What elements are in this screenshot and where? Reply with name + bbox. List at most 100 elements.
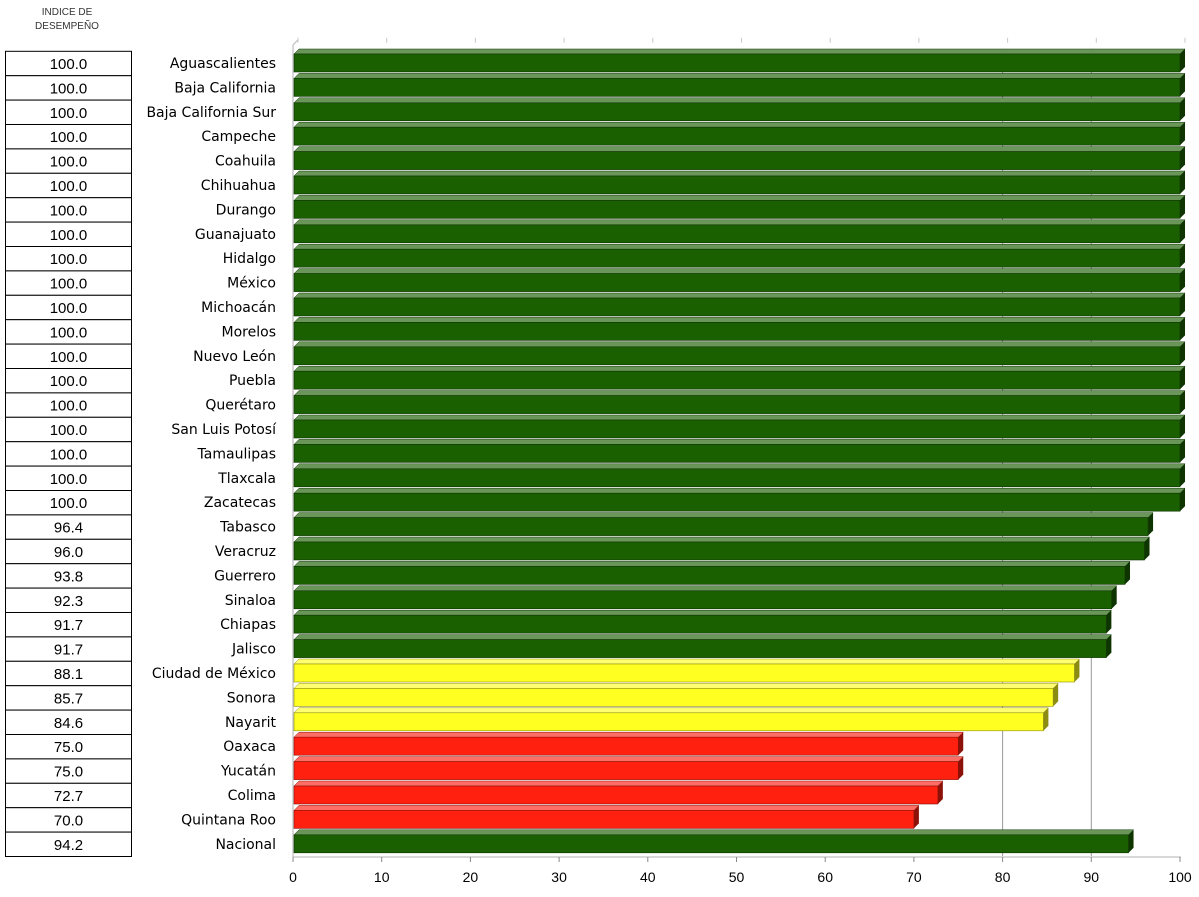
value-label-15: 100.0 xyxy=(50,422,88,439)
bar-front-23 xyxy=(293,614,1107,634)
category-label-18: Zacatecas xyxy=(204,495,276,511)
value-label-5: 100.0 xyxy=(50,178,88,195)
bar-front-16 xyxy=(293,444,1181,463)
value-box-11 xyxy=(5,319,132,345)
value-box-30 xyxy=(5,782,132,809)
bar-27 xyxy=(293,707,1050,732)
bar-top-0 xyxy=(293,48,1186,55)
bar-top-29 xyxy=(293,756,964,762)
bar-18 xyxy=(293,487,1186,512)
bar-front-8 xyxy=(293,248,1181,268)
bar-front-0 xyxy=(293,53,1181,73)
value-label-32: 94.2 xyxy=(54,837,83,854)
bar-top-4 xyxy=(293,146,1186,152)
value-box-12 xyxy=(5,343,132,370)
value-label-17: 100.0 xyxy=(50,471,88,488)
value-box-4 xyxy=(5,148,132,174)
value-label-0: 100.0 xyxy=(50,56,88,73)
bar-top-20 xyxy=(293,536,1151,543)
bar-side-3 xyxy=(1180,122,1185,146)
value-label-6: 100.0 xyxy=(50,202,88,219)
bar-side-4 xyxy=(1180,146,1185,170)
value-box-1 xyxy=(5,75,132,101)
bar-side-30 xyxy=(937,781,943,804)
value-box-5 xyxy=(5,172,132,199)
value-label-31: 70.0 xyxy=(54,812,83,829)
bar-front-7 xyxy=(293,224,1181,244)
value-box-16 xyxy=(5,441,132,467)
bar-17 xyxy=(293,463,1186,488)
value-label-10: 100.0 xyxy=(50,300,88,317)
bar-side-6 xyxy=(1180,195,1185,219)
bar-15 xyxy=(293,414,1186,439)
category-label-17: Tlaxcala xyxy=(217,471,276,487)
category-label-3: Campeche xyxy=(201,129,276,145)
category-label-28: Oaxaca xyxy=(223,739,276,755)
category-label-13: Puebla xyxy=(229,373,276,389)
bar-front-13 xyxy=(293,370,1181,390)
category-label-9: México xyxy=(227,276,276,292)
bar-side-26 xyxy=(1053,683,1059,707)
bar-21 xyxy=(293,561,1131,585)
value-box-7 xyxy=(5,221,132,248)
x-tick-label-0: 0 xyxy=(289,869,297,885)
value-box-17 xyxy=(5,465,132,492)
value-box-27 xyxy=(5,709,132,735)
x-tick-label-90: 90 xyxy=(1084,869,1100,885)
bar-32 xyxy=(293,829,1135,854)
bar-3 xyxy=(293,121,1186,146)
bar-25 xyxy=(293,658,1081,683)
x-tick-label-10: 10 xyxy=(374,869,390,885)
bar-side-20 xyxy=(1144,537,1150,560)
bar-10 xyxy=(293,292,1186,317)
bar-front-6 xyxy=(293,200,1181,219)
bar-8 xyxy=(293,243,1186,268)
bar-31 xyxy=(293,805,920,829)
bar-23 xyxy=(293,609,1112,634)
bar-side-16 xyxy=(1180,439,1185,463)
bar-1 xyxy=(293,73,1186,97)
bar-top-22 xyxy=(293,585,1118,592)
bar-top-28 xyxy=(293,731,964,738)
bar-9 xyxy=(293,268,1186,292)
x-tick-label-40: 40 xyxy=(640,869,656,885)
x-tick-label-60: 60 xyxy=(817,869,833,885)
category-labels: Aguascalientes Baja California Baja Califo… xyxy=(146,56,277,853)
x-tick-label-50: 50 xyxy=(729,869,745,885)
value-label-12: 100.0 xyxy=(50,349,88,366)
value-label-11: 100.0 xyxy=(50,324,88,341)
bar-side-8 xyxy=(1180,244,1185,268)
bar-top-10 xyxy=(293,292,1186,299)
bar-side-1 xyxy=(1180,73,1185,97)
x-tick-label-70: 70 xyxy=(906,869,922,885)
bar-front-21 xyxy=(293,566,1126,585)
category-label-30: Colima xyxy=(228,788,276,804)
bar-30 xyxy=(293,780,944,805)
bar-top-21 xyxy=(293,561,1131,567)
category-label-14: Querétaro xyxy=(205,398,276,414)
bar-top-3 xyxy=(293,121,1186,128)
bar-front-4 xyxy=(293,151,1181,170)
bar-side-32 xyxy=(1128,829,1134,853)
bar-top-19 xyxy=(293,512,1154,518)
bar-top-23 xyxy=(293,609,1112,616)
value-box-21 xyxy=(5,563,132,589)
category-label-23: Chiapas xyxy=(220,617,276,633)
bar-top-8 xyxy=(293,243,1186,250)
bar-front-11 xyxy=(293,322,1181,341)
x-tick-label-30: 30 xyxy=(551,869,567,885)
value-label-8: 100.0 xyxy=(50,251,88,268)
category-label-32: Nacional xyxy=(215,837,276,853)
bar-top-11 xyxy=(293,317,1186,323)
value-label-3: 100.0 xyxy=(50,129,88,146)
value-box-29 xyxy=(5,758,132,784)
bar-side-5 xyxy=(1180,171,1185,194)
bar-top-12 xyxy=(293,341,1186,348)
bar-front-15 xyxy=(293,419,1181,439)
bar-side-27 xyxy=(1043,707,1049,731)
bar-top-6 xyxy=(293,195,1186,201)
bar-top-1 xyxy=(293,73,1186,79)
bar-top-18 xyxy=(293,487,1186,494)
bar-front-5 xyxy=(293,175,1181,195)
